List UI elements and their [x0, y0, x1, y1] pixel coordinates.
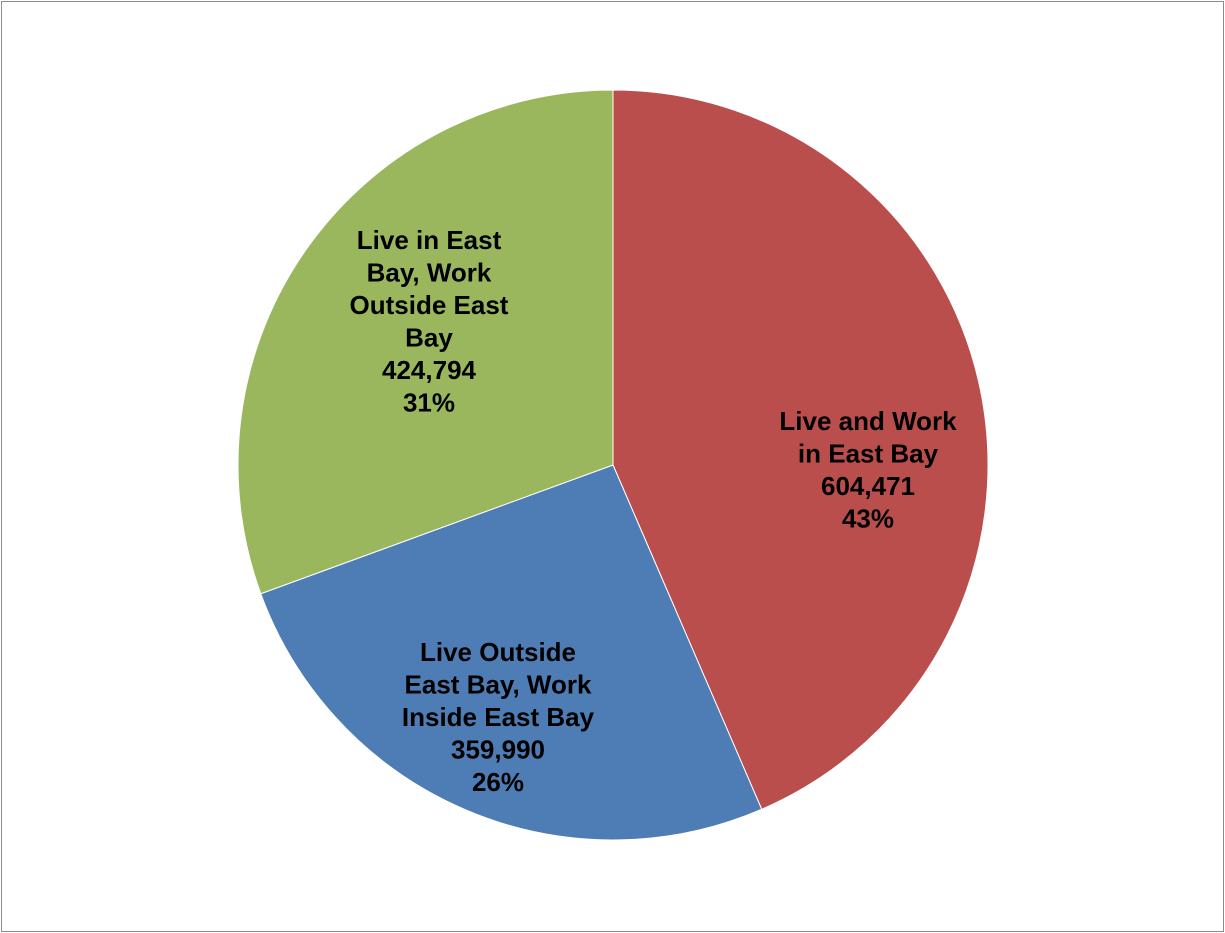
data-label-line: Live in East [357, 225, 502, 255]
data-label-line: Outside East [350, 290, 509, 320]
pie-slice-live-outside-work-inside [260, 464, 763, 841]
data-label-value: 359,990 [451, 735, 545, 765]
pie-slice-live-in-work-outside [237, 89, 614, 595]
data-label-percent: 31% [403, 388, 455, 418]
data-label-percent: 26% [472, 767, 524, 797]
pie-slice-live-and-work-in-east-bay [612, 89, 989, 810]
data-label-value: 604,471 [821, 471, 915, 501]
data-label-line: Inside East Bay [402, 702, 595, 732]
data-label-percent: 43% [842, 504, 894, 534]
data-label-line: East Bay, Work [405, 670, 592, 700]
data-label-live-and-work-in-east-bay: Live and Work in East Bay 604,471 43% [779, 406, 957, 534]
data-label-line: Bay [405, 323, 453, 353]
data-label-line: Live Outside [420, 637, 576, 667]
data-label-value: 424,794 [382, 355, 477, 385]
data-label-live-outside-work-inside: Live Outside East Bay, Work Inside East Ba… [402, 637, 595, 797]
data-label-live-in-work-outside: Live in East Bay, Work Outside East Bay 424,… [350, 225, 509, 418]
data-label-line: Live and Work [779, 406, 957, 436]
data-label-line: in East Bay [798, 439, 939, 469]
data-label-line: Bay, Work [367, 258, 492, 288]
